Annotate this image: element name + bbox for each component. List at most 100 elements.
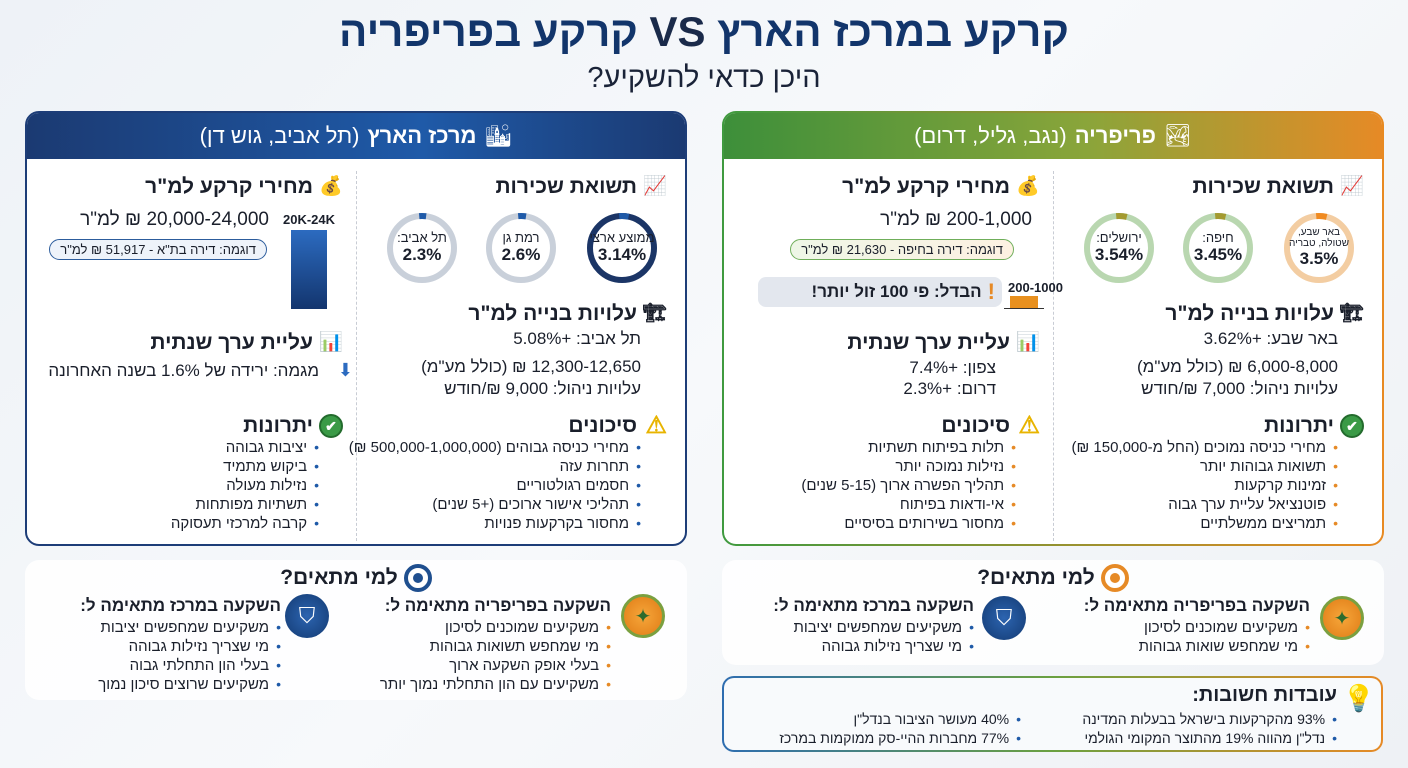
difference-box <box>758 277 1002 307</box>
list-item: משקיעים שמחפשים יציבות <box>794 618 975 637</box>
who-fits-periphery-section: למי מתאים? ✦ השקעה בפריפריה מתאימה ל: מש… <box>722 560 1384 665</box>
list-item: תחרות עזה <box>349 457 641 476</box>
section-title: 💰 מחירי קרקע למ"ר <box>842 175 1040 198</box>
center-fit-title: השקעה במרכז מתאימה ל: <box>80 596 281 615</box>
section-title: 🏗 עלויות בנייה למ"ר <box>468 302 667 325</box>
fact-item: 40% מעושר הציבור בנדל"ן <box>779 710 1021 729</box>
panel-header: 🏞 פריפריה (נגב, גליל, דרום) <box>724 113 1382 159</box>
page-subtitle: היכן כדאי להשקיע? <box>587 62 821 94</box>
gauge-label: באר שבע, שטולה, טבריה <box>1288 227 1349 249</box>
list-item: פוטנציאל עליית ערך גבוה <box>1071 495 1338 514</box>
list-item: זמינות קרקעות <box>1071 476 1338 495</box>
section-title: 🏗 עלויות בנייה למ"ר <box>1165 302 1364 325</box>
exclamation-icon: ! <box>987 279 995 304</box>
list-item: משקיעים עם הון התחלתי נמוך יותר <box>380 675 611 694</box>
facts-list-left: 40% מעושר הציבור בנדל"ן 77% מחברות ההיי-… <box>779 710 1021 748</box>
list-item: חסמים רגולטוריים <box>349 476 641 495</box>
bullet-list: מחירי כניסה נמוכים (החל מ-150,000 ₪)תשוא… <box>1071 438 1338 533</box>
land-price: 20,000-24,000 ₪ למ"ר <box>80 209 269 230</box>
growth-chart-icon: 📊 <box>319 332 343 353</box>
gauge-fill <box>1183 213 1253 283</box>
center-fit-title: השקעה במרכז מתאימה ל: <box>773 596 974 615</box>
list-item: יציבות גבוהה <box>171 438 319 457</box>
price-bar <box>291 230 327 309</box>
landscape-sun-icon: 🏞 <box>1163 123 1192 148</box>
bar-label: 200-1000 <box>1008 280 1063 295</box>
list-item: משקיעים שרוצים סיכון נמוך <box>98 675 281 694</box>
gauge-value: 3.14% <box>597 245 647 264</box>
info-line: עלויות ניהול: 9,000 ₪/חודש <box>444 379 641 398</box>
gauge-fill <box>1284 213 1354 283</box>
difference-text: ! הבדל: פי 100 זול יותר! <box>811 279 995 304</box>
down-arrow-icon: ⬇ <box>337 360 353 381</box>
section-title: 💰 מחירי קרקע למ"ר <box>145 175 343 198</box>
info-line: 6,000-8,000 ₪ (כולל מע"מ) <box>1137 357 1338 376</box>
bar-baseline <box>1004 308 1044 309</box>
section-title: 📊 עליית ערך שנתית <box>150 331 343 354</box>
center-fit-list: משקיעים שמחפשים יציבותמי שצריך נזילות גב… <box>98 618 281 694</box>
lightbulb-gear-icon: 💡 <box>1342 684 1375 714</box>
rental-yield-gauge: חיפה: 3.45% <box>1180 210 1256 286</box>
info-line: דרום: +2.3% <box>903 379 996 398</box>
target-icon <box>1100 564 1129 592</box>
section-title: 📈 תשואת שכירות <box>495 175 667 198</box>
list-item: תשואות גבוהות יותר <box>1071 457 1338 476</box>
periphery-fit-list: משקיעים שמוכנים לסיכוןמי שמחפש תשואות גב… <box>380 618 611 694</box>
panel-header: 🏙 מרכז הארץ (תל אביב, גוש דן) <box>27 113 685 159</box>
page-title: קרקע במרכז הארץ VS קרקע בפריפריה <box>339 8 1069 55</box>
rental-yield-gauge: ממוצע ארצי 3.14% <box>584 210 660 286</box>
fact-item: נדל"ן מהווה 19% מהתוצר המקומי הגולמי <box>1082 729 1337 748</box>
list-item: מי שמחפש שואות גבוהות <box>1139 637 1310 656</box>
list-item: תשתיות מפותחות <box>171 495 319 514</box>
list-item: מחירי כניסה גבוהים (500,000-1,000,000 ₪) <box>349 438 641 457</box>
fact-item: 93% מהקרקעות בישראל בבעלות המדינה <box>1082 710 1337 729</box>
price-bar <box>1010 296 1038 308</box>
land-price: 200-1,000 ₪ למ"ר <box>880 209 1032 230</box>
target-icon <box>403 564 432 592</box>
gauge-fill <box>387 213 457 283</box>
gauge-value: 3.45% <box>1193 245 1243 264</box>
periphery-panel: 🏞 פריפריה (נגב, גליל, דרום) 📈 תשואת שכירות … <box>722 111 1384 546</box>
bullet-list: תלות בפיתוח תשתיותנזילות נמוכה יותרתהליך… <box>801 438 1016 533</box>
section-title: 📊 עליית ערך שנתית <box>847 331 1040 354</box>
list-item: תלות בפיתוח תשתיות <box>801 438 1016 457</box>
list-item: תהליכי אישור ארוכים (+5 שנים) <box>349 495 641 514</box>
list-item: מחירי כניסה נמוכים (החל מ-150,000 ₪) <box>1071 438 1338 457</box>
list-item: מחסור בקרקעות פנויות <box>349 514 641 533</box>
gauge-label: ירושלים: <box>1096 230 1142 245</box>
rental-yield-gauge: תל אביב: 2.3% <box>384 210 460 286</box>
list-item: משקיעים שמוכנים לסיכון <box>1139 618 1310 637</box>
who-fits-title: למי מתאים? <box>722 564 1384 592</box>
bullet-list: יציבות גבוההביקוש מתמידנזילות מעולהתשתיו… <box>171 438 319 533</box>
list-item: נזילות נמוכה יותר <box>801 457 1016 476</box>
list-item: משקיעים שמחפשים יציבות <box>98 618 281 637</box>
gauge-label: רמת גן <box>502 230 540 245</box>
gauge-label: חיפה: <box>1202 230 1234 245</box>
gauge-fill <box>1084 213 1154 283</box>
gauge-value: 2.3% <box>402 245 442 264</box>
bar-chart-up-icon: 📈 <box>1340 176 1364 197</box>
rental-yield-gauge: רמת גן 2.6% <box>483 210 559 286</box>
rental-yield-gauge: באר שבע, שטולה, טבריה 3.5% <box>1281 210 1357 286</box>
fact-item: 77% מחברות ההיי-סק ממוקמות במרכז <box>779 729 1021 748</box>
city-buildings-icon: 🏙 <box>484 123 513 148</box>
center-panel: 🏙 מרכז הארץ (תל אביב, גוש דן) 📈 תשואת שכירו… <box>25 111 687 546</box>
shield-icon: ⛉ <box>285 594 329 638</box>
growth-chart-icon: 📊 <box>1016 332 1040 353</box>
info-line: באר שבע: +3.62% <box>1203 329 1338 348</box>
section-title: ⚠ סיכונים <box>941 412 1040 439</box>
gauge-value: 3.5% <box>1299 249 1339 268</box>
list-item: משקיעים שמוכנים לסיכון <box>380 618 611 637</box>
column-divider <box>1053 171 1054 541</box>
crane-icon: 🏗 <box>642 303 667 324</box>
list-item: קרבה למרכזי תעסוקה <box>171 514 319 533</box>
who-fits-title: למי מתאים? <box>25 564 687 592</box>
check-circle-icon: ✔ <box>319 414 343 438</box>
important-facts-box: 💡 עובדות חשובות: 93% מהקרקעות בישראל בבע… <box>722 676 1383 752</box>
warning-icon: ⚠ <box>1018 412 1040 439</box>
compass-icon: ✦ <box>621 594 665 638</box>
who-fits-center-section: למי מתאים? ✦ השקעה בפריפריה מתאימה ל: מש… <box>25 560 687 700</box>
check-circle-icon: ✔ <box>1340 414 1364 438</box>
list-item: תמריצים ממשלתיים <box>1071 514 1338 533</box>
money-bag-icon: 💰 <box>1016 176 1040 197</box>
